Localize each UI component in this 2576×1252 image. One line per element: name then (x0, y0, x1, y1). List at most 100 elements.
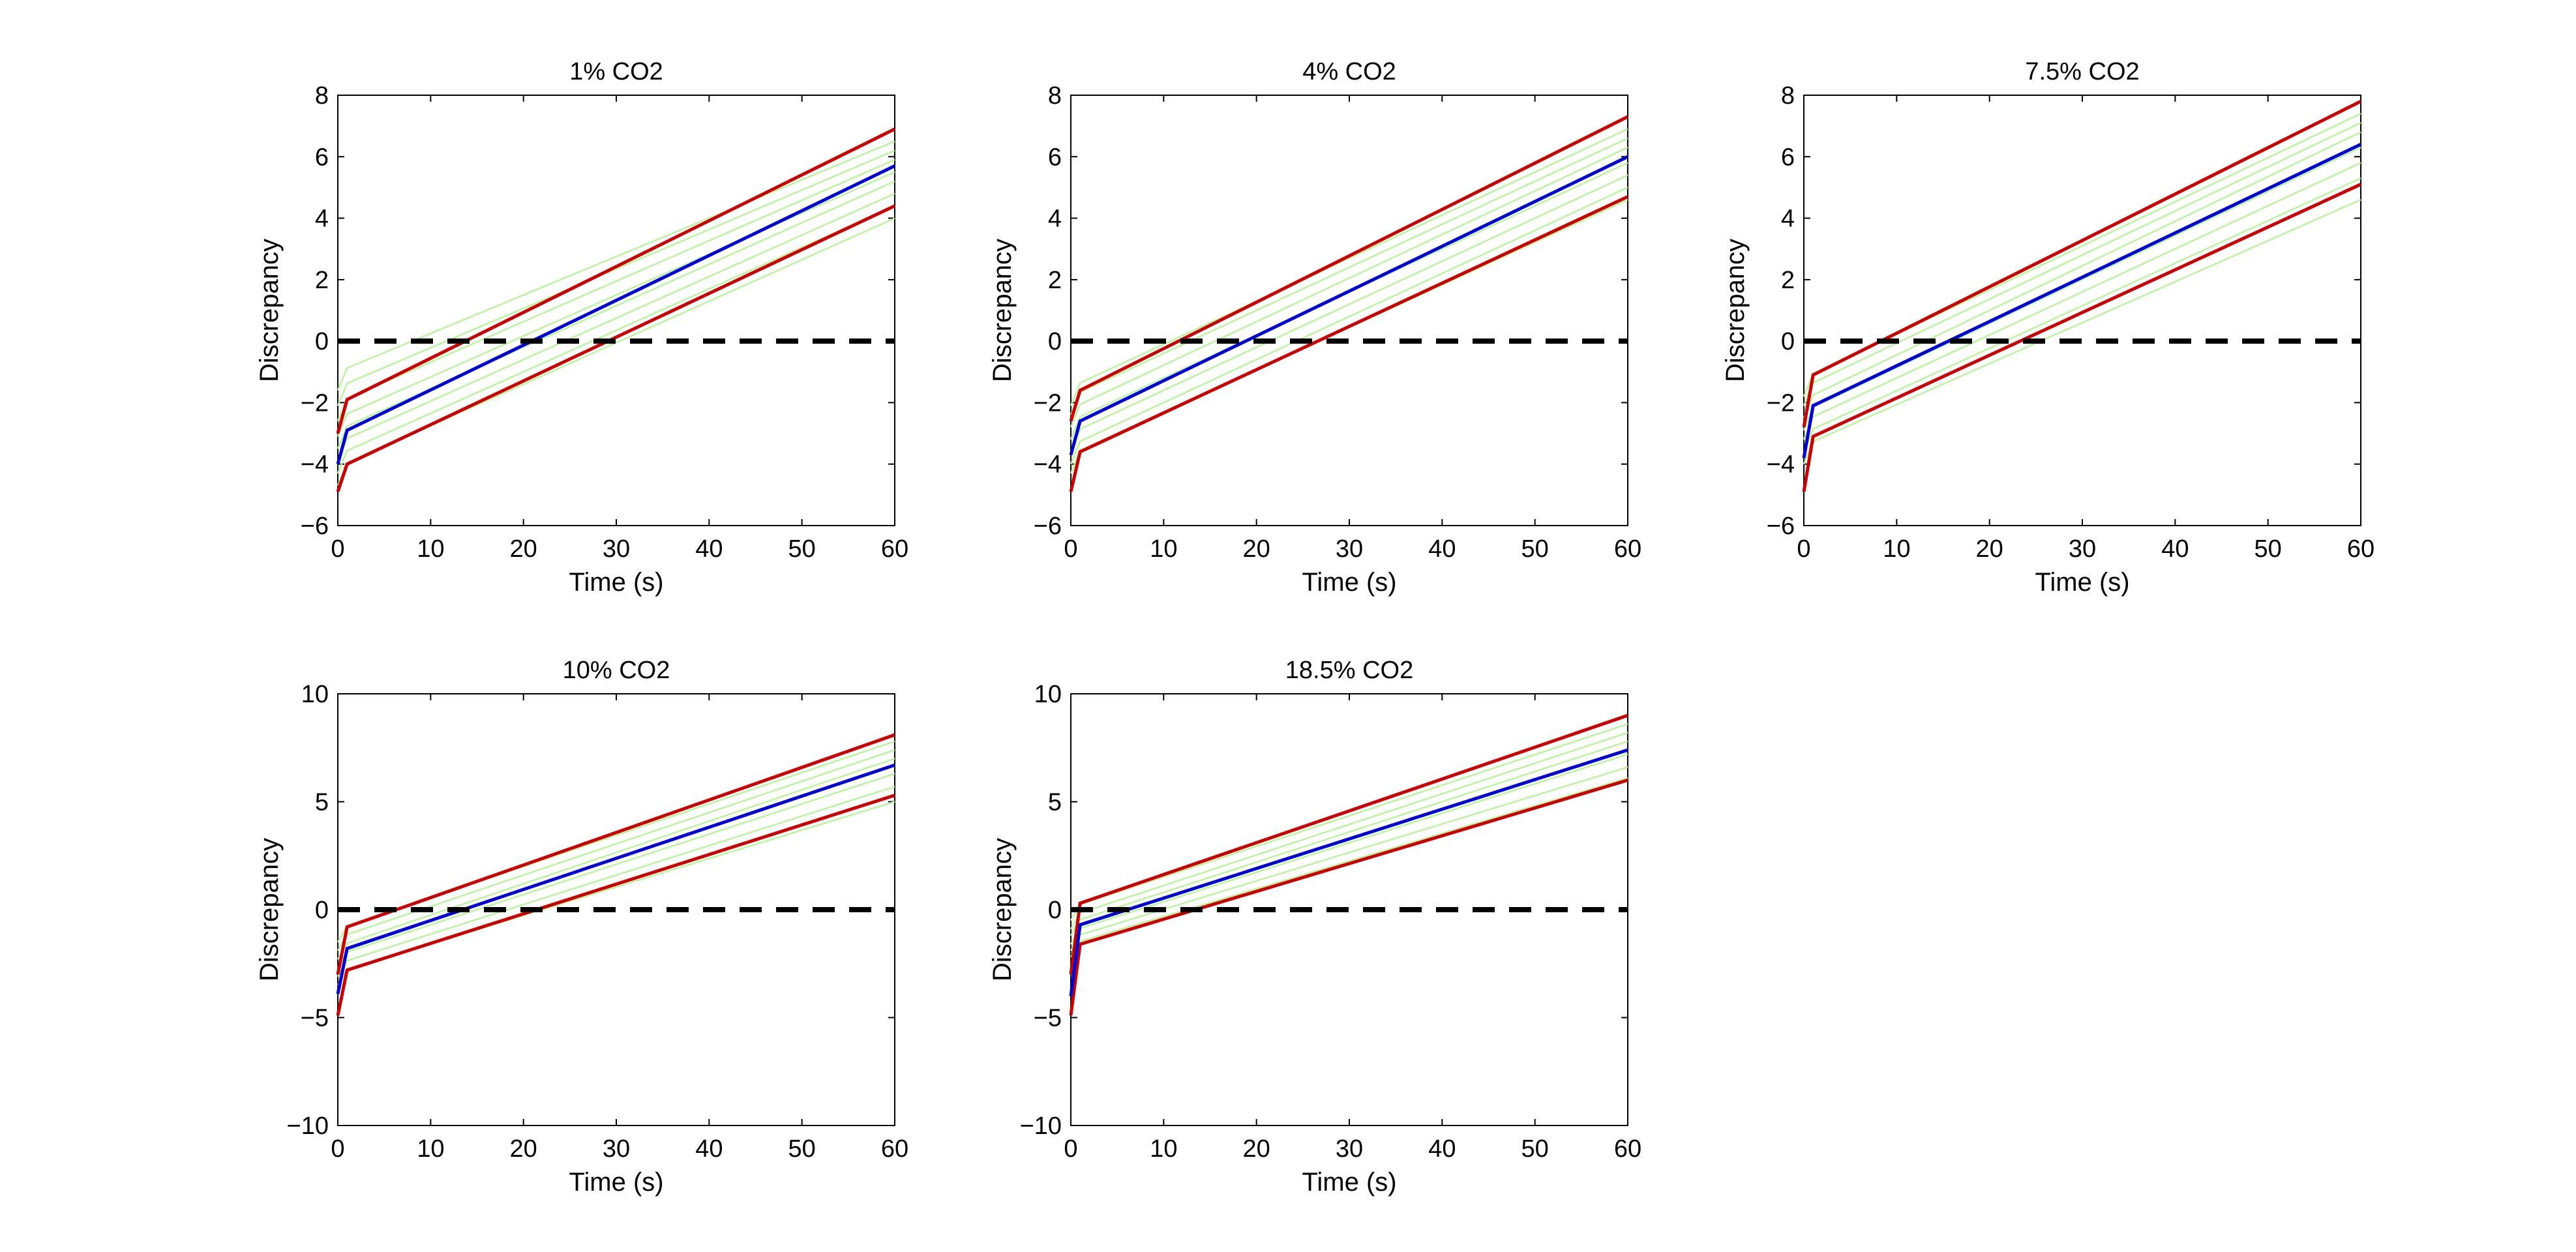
x-tick-label: 40 (695, 1135, 723, 1163)
axes-box (1803, 95, 2361, 526)
y-tick-label: 10 (1034, 681, 1062, 708)
subplot-3: 7.5% CO2 Time (s) Discrepancy 0 10 20 30 40 5… (1721, 58, 2374, 597)
ensemble-member-line (1803, 146, 2361, 431)
x-axis-label: Time (s) (2035, 568, 2129, 597)
x-tick-label: 30 (2069, 535, 2096, 563)
x-tick-label: 60 (1614, 535, 1641, 563)
ensemble-member-line (1070, 162, 1628, 440)
x-tick-label: 20 (1243, 535, 1270, 563)
y-tick-label: 0 (1048, 328, 1062, 355)
y-tick-label: −2 (1034, 389, 1062, 417)
x-tick-label: 60 (2347, 535, 2374, 563)
y-tick-label: −4 (301, 451, 329, 479)
subplot-4: 10% CO2 Time (s) Discrepancy 0 10 20 30 40 50… (255, 657, 908, 1197)
x-tick-label: 30 (1336, 1135, 1363, 1163)
upper-bound-line (336, 733, 895, 975)
axes-box (337, 95, 895, 526)
y-tick-label: −2 (301, 389, 329, 417)
x-tick-label: 60 (881, 1135, 908, 1163)
x-tick-label: 40 (2161, 535, 2189, 563)
x-tick-label: 30 (1336, 535, 1363, 563)
x-tick-label: 0 (1064, 1135, 1077, 1163)
y-tick-label: −6 (301, 513, 329, 540)
x-tick-label: 0 (1797, 535, 1810, 563)
x-tick-label: 20 (510, 535, 537, 563)
y-tick-label: −10 (287, 1112, 329, 1140)
lower-bound-line (1802, 183, 2362, 492)
y-tick-label: 2 (315, 267, 329, 294)
y-axis-label: Discrepancy (988, 239, 1017, 382)
x-tick-label: 10 (1150, 1135, 1177, 1163)
lower-bound-line (336, 204, 896, 492)
ensemble-member-line (1070, 146, 1628, 428)
y-tick-label: −6 (1034, 513, 1062, 540)
subplot-5: 18.5% CO2 Time (s) Discrepancy 0 10 20 30 40… (988, 657, 1641, 1197)
x-tick-label: 10 (1883, 535, 1910, 563)
y-tick-label: −5 (1034, 1005, 1062, 1032)
ensemble-member-line (1803, 131, 2361, 419)
y-axis-label: Discrepancy (1721, 239, 1750, 382)
x-tick-label: 40 (695, 535, 723, 563)
y-tick-label: 2 (1781, 267, 1795, 294)
y-tick-label: 5 (1048, 789, 1062, 816)
subplot-2: 4% CO2 Time (s) Discrepancy 0 10 20 30 40 50 6… (988, 58, 1641, 597)
ensemble-member-line (1070, 753, 1628, 945)
y-tick-label: 0 (1781, 328, 1795, 355)
y-tick-label: −2 (1767, 389, 1795, 417)
x-tick-label: 0 (1064, 535, 1077, 563)
x-tick-label: 50 (2254, 535, 2282, 563)
y-tick-label: −6 (1767, 513, 1795, 540)
upper-bound-line (1069, 713, 1628, 975)
ensemble-member-line (1070, 128, 1628, 406)
upper-bound-line (1069, 115, 1629, 422)
y-tick-label: 6 (1781, 143, 1795, 171)
mean-line (1069, 748, 1628, 996)
y-tick-label: 4 (315, 205, 329, 233)
y-tick-label: −4 (1767, 451, 1795, 479)
x-axis-label: Time (s) (1302, 568, 1396, 597)
x-axis-label: Time (s) (569, 1168, 663, 1197)
x-tick-label: 50 (788, 1135, 816, 1163)
x-tick-label: 50 (788, 535, 816, 563)
ensemble-member-line (337, 205, 895, 474)
y-tick-label: 6 (315, 143, 329, 171)
x-tick-label: 0 (331, 535, 344, 563)
ensemble-member-line (1070, 199, 1628, 474)
ensemble-member-line (337, 149, 895, 406)
y-tick-label: 2 (1048, 267, 1062, 294)
x-axis-label: Time (s) (569, 568, 663, 597)
y-tick-label: 0 (315, 328, 329, 355)
x-tick-label: 40 (1428, 535, 1456, 563)
y-tick-label: 8 (315, 82, 329, 110)
ensemble-member-line (1803, 177, 2361, 453)
x-tick-label: 20 (1976, 535, 2003, 563)
ensemble-member-line (337, 180, 895, 449)
subplot-title: 4% CO2 (1302, 58, 1396, 85)
ensemble-member-line (1070, 174, 1628, 453)
mean-line (1802, 143, 2362, 458)
y-tick-label: −5 (301, 1005, 329, 1032)
y-tick-label: −10 (1020, 1112, 1062, 1140)
ensemble-member-line (337, 773, 895, 969)
ensemble-member-line (1070, 186, 1628, 465)
x-tick-label: 0 (331, 1135, 344, 1163)
x-tick-label: 60 (1614, 1135, 1641, 1163)
x-tick-label: 10 (1150, 535, 1177, 563)
ensemble-member-line (1803, 162, 2361, 440)
subplot-title: 7.5% CO2 (2025, 58, 2139, 85)
y-tick-label: 0 (1048, 897, 1062, 924)
x-tick-label: 40 (1428, 1135, 1456, 1163)
y-tick-label: 6 (1048, 143, 1062, 171)
y-tick-label: 8 (1781, 82, 1795, 110)
subplot-title: 10% CO2 (563, 657, 670, 684)
ensemble-member-line (1070, 137, 1628, 415)
subplot-title: 18.5% CO2 (1285, 657, 1413, 684)
y-tick-label: 0 (315, 897, 329, 924)
subplot-title: 1% CO2 (569, 58, 663, 85)
x-tick-label: 20 (510, 1135, 537, 1163)
y-tick-label: 4 (1048, 205, 1062, 233)
ensemble-member-line (337, 749, 895, 951)
subplot-1: 1% CO2 Time (s) Discrepancy 0 10 20 30 40 50 6… (255, 58, 908, 597)
ensemble-member-line (337, 140, 895, 391)
